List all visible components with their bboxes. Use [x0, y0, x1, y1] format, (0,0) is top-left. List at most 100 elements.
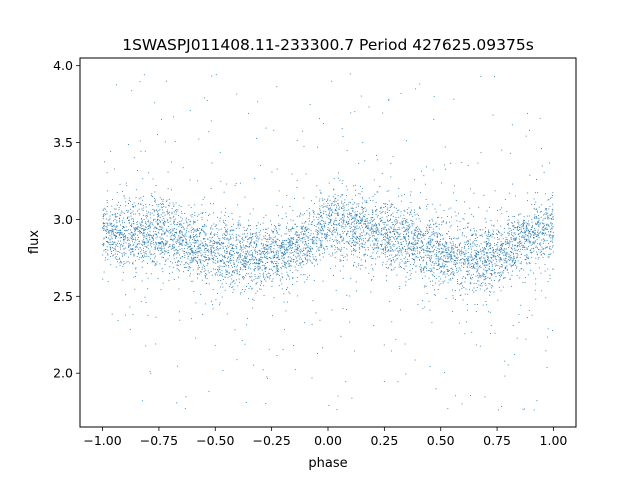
data-point: [487, 249, 489, 251]
data-point: [177, 264, 179, 266]
data-point: [354, 250, 356, 252]
data-point: [391, 241, 393, 243]
data-point: [401, 220, 403, 222]
data-point: [354, 220, 356, 222]
data-point: [394, 225, 395, 227]
data-point: [189, 110, 191, 111]
data-point: [304, 281, 306, 283]
data-point: [475, 255, 477, 257]
data-point: [144, 232, 146, 234]
data-point: [281, 288, 283, 290]
data-point: [305, 263, 307, 265]
data-point: [190, 261, 192, 263]
data-point: [317, 353, 318, 354]
data-point: [535, 236, 537, 237]
data-point: [191, 258, 193, 260]
data-point: [158, 250, 160, 251]
data-point: [431, 247, 433, 249]
data-point: [130, 248, 132, 250]
data-point: [371, 231, 372, 233]
data-point: [548, 236, 550, 238]
data-point: [244, 289, 246, 291]
data-point: [484, 253, 485, 255]
data-point: [241, 259, 243, 261]
data-point: [167, 211, 169, 213]
data-point: [528, 223, 530, 225]
data-point: [337, 195, 339, 197]
data-point: [199, 259, 201, 261]
data-point: [345, 195, 347, 197]
data-point: [385, 256, 387, 258]
data-point: [536, 208, 537, 210]
data-point: [446, 266, 448, 268]
data-point: [201, 268, 203, 270]
data-point: [470, 188, 471, 190]
data-point: [175, 209, 177, 211]
data-point: [112, 226, 114, 227]
data-point: [313, 213, 315, 215]
data-point: [311, 323, 313, 325]
data-point: [164, 231, 166, 233]
data-point: [217, 292, 218, 294]
data-point: [212, 258, 214, 260]
data-point: [224, 222, 226, 224]
data-point: [354, 232, 356, 234]
data-point: [395, 219, 397, 220]
data-point: [231, 243, 232, 245]
data-point: [450, 252, 452, 253]
data-point: [222, 258, 224, 260]
data-point: [523, 232, 525, 234]
data-point: [124, 221, 126, 223]
data-point: [176, 250, 178, 252]
data-point: [383, 248, 384, 250]
data-point: [197, 246, 199, 248]
data-point: [163, 232, 165, 234]
data-point: [440, 270, 442, 272]
data-point: [263, 247, 265, 249]
data-point: [430, 234, 432, 236]
data-point: [508, 245, 510, 247]
data-point: [369, 235, 371, 237]
data-point: [449, 256, 451, 258]
data-point: [208, 251, 209, 253]
data-point: [110, 230, 112, 232]
data-point: [222, 242, 224, 244]
data-point: [359, 257, 361, 259]
data-point: [509, 233, 511, 235]
data-point: [333, 178, 335, 179]
data-point: [365, 259, 366, 261]
data-point: [540, 290, 542, 292]
data-point: [459, 245, 460, 247]
data-point: [225, 211, 227, 213]
data-point: [388, 99, 390, 101]
data-point: [406, 209, 408, 210]
data-point: [290, 247, 292, 249]
data-point: [511, 124, 513, 126]
data-point: [313, 237, 315, 239]
data-point: [176, 228, 178, 230]
data-point: [131, 248, 133, 250]
data-point: [505, 239, 507, 240]
data-point: [207, 244, 208, 246]
data-point: [485, 241, 487, 243]
data-point: [205, 243, 207, 244]
data-point: [170, 261, 172, 263]
data-point: [200, 263, 202, 265]
data-point: [143, 252, 145, 253]
data-point: [171, 161, 173, 163]
data-point: [440, 266, 442, 268]
data-point: [355, 206, 357, 208]
data-point: [429, 255, 431, 257]
data-point: [539, 244, 541, 245]
data-point: [349, 240, 351, 242]
data-point: [410, 231, 412, 233]
data-point: [143, 244, 145, 245]
data-point: [260, 256, 262, 258]
data-point: [526, 263, 528, 265]
data-point: [394, 249, 396, 251]
data-point: [298, 235, 300, 237]
data-point: [256, 228, 258, 229]
data-point: [137, 210, 139, 212]
data-point: [483, 194, 485, 196]
data-point: [192, 280, 194, 282]
